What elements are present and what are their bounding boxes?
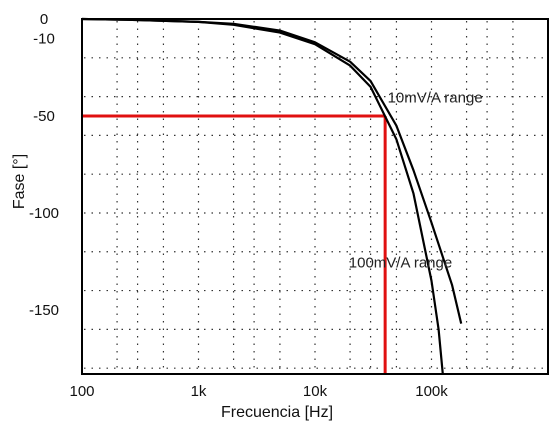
annotation-label: 10mV/A range	[388, 89, 483, 106]
series-line-2	[81, 17, 463, 324]
grid	[84, 21, 546, 372]
x-tick-labels: 100 1k 10k 100k	[69, 383, 448, 400]
y-axis-label: Fase [°]	[11, 154, 28, 209]
x-tick-label: 10k	[303, 383, 328, 400]
y-tick-label: -10	[33, 30, 55, 47]
y-tick-label: -150	[29, 302, 59, 319]
reference-lines	[82, 114, 387, 374]
y-tick-labels: 0 -10 -50 -100 -150	[29, 11, 59, 319]
x-tick-label: 1k	[191, 383, 207, 400]
plot-frame	[81, 18, 549, 375]
y-tick-label: 0	[40, 11, 48, 28]
x-tick-label: 100	[69, 383, 94, 400]
series-lines	[81, 17, 463, 375]
x-axis-label: Frecuencia [Hz]	[221, 404, 333, 421]
annotation-label: 100mV/A range	[349, 254, 452, 271]
annotations: 10mV/A range 100mV/A range	[349, 89, 483, 271]
y-tick-label: -100	[29, 205, 59, 222]
y-tick-label: -50	[33, 108, 55, 125]
x-tick-label: 100k	[415, 383, 448, 400]
series-line-1	[81, 17, 444, 375]
